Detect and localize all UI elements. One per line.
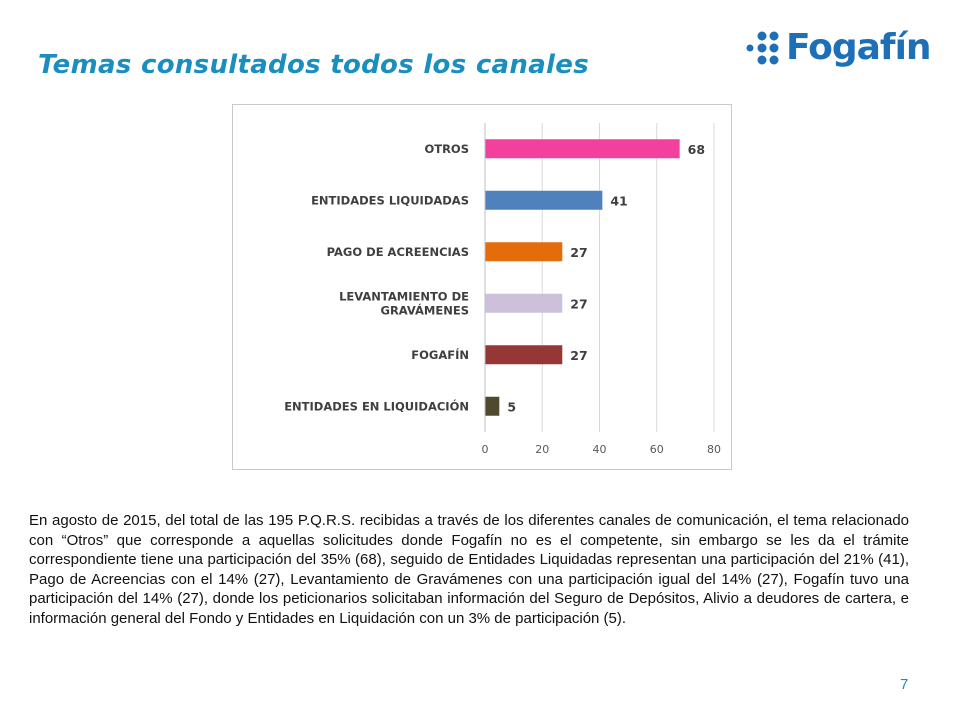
x-tick-label: 60	[650, 443, 664, 456]
bar	[485, 139, 680, 159]
logo-dot	[757, 31, 767, 41]
category-label: GRAVÁMENES	[381, 302, 470, 317]
logo-dot	[757, 43, 767, 53]
fogafin-logo: Fogafín	[744, 22, 944, 74]
x-tick-label: 40	[593, 443, 607, 456]
logo-dot	[757, 55, 767, 65]
logo-text: Fogafín	[786, 27, 932, 68]
page-number: 7	[900, 676, 909, 693]
category-label: FOGAFÍN	[411, 347, 469, 362]
logo-dot	[769, 31, 779, 41]
data-label: 27	[570, 245, 587, 260]
data-label: 5	[507, 399, 516, 414]
category-label: OTROS	[424, 142, 469, 156]
bar	[485, 345, 563, 365]
description-paragraph: En agosto de 2015, del total de las 195 …	[29, 512, 909, 627]
x-tick-label: 80	[707, 443, 721, 456]
logo-dot	[746, 44, 754, 52]
data-label: 41	[610, 193, 627, 208]
data-label: 68	[688, 142, 705, 157]
bar-chart: 0 20 40 60 80 OTROS 68 ENTIDADES LIQUIDADAS 41 PA…	[232, 104, 732, 470]
bar	[485, 190, 603, 210]
category-label: ENTIDADES LIQUIDADAS	[311, 193, 469, 207]
category-label: ENTIDADES EN LIQUIDACIÓN	[284, 398, 469, 413]
bar	[485, 293, 563, 313]
x-tick-label: 20	[535, 443, 549, 456]
bar-chart-svg: 0 20 40 60 80 OTROS 68 ENTIDADES LIQUIDADAS 41 PA…	[284, 123, 721, 456]
bar	[485, 396, 500, 416]
slide-title: Temas consultados todos los canales	[38, 50, 589, 80]
category-label: LEVANTAMIENTO DE	[339, 289, 469, 303]
bar	[485, 242, 563, 262]
category-label: PAGO DE ACREENCIAS	[327, 245, 469, 259]
x-tick-label: 0	[482, 443, 489, 456]
logo-dot	[769, 43, 779, 53]
dot-grid-icon	[746, 31, 779, 65]
data-label: 27	[570, 296, 587, 311]
logo-dot	[769, 55, 779, 65]
data-label: 27	[570, 348, 587, 363]
